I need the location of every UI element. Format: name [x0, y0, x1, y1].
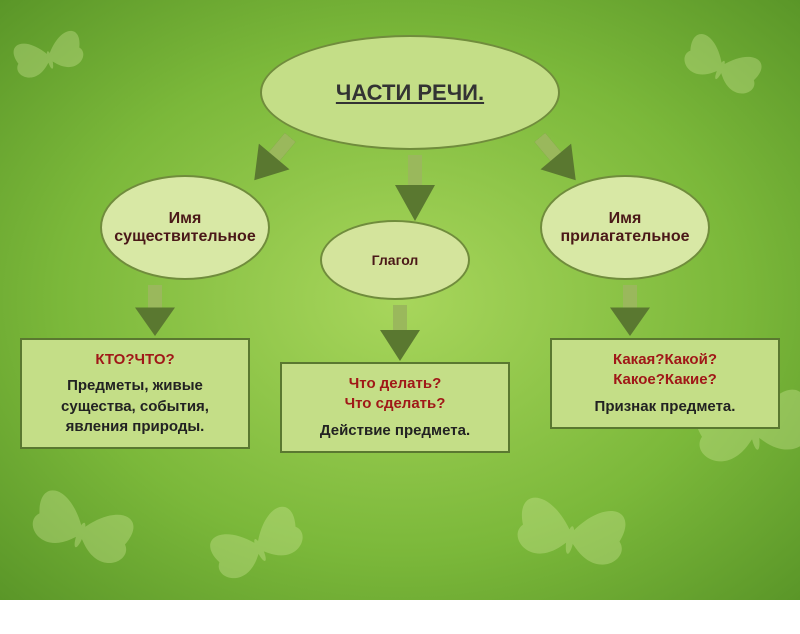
- verb-desc: Действие предмета.: [320, 422, 470, 439]
- arrow-icon: [135, 285, 175, 343]
- diagram-container: ЧАСТИ РЕЧИ. Имя существительное Глагол И…: [0, 0, 800, 600]
- adj-label: Имя прилагательное: [542, 210, 708, 246]
- arrow-icon: [234, 125, 305, 199]
- arrow-icon: [610, 285, 650, 343]
- title-text: ЧАСТИ РЕЧИ.: [336, 80, 484, 106]
- verb-question: Что делать?Что сделать?: [290, 374, 500, 415]
- adj-desc: Признак предмета.: [595, 398, 736, 415]
- noun-box: КТО?ЧТО? Предметы, живые существа, событ…: [20, 338, 250, 449]
- verb-node: Глагол: [320, 220, 470, 300]
- title-node: ЧАСТИ РЕЧИ.: [260, 35, 560, 150]
- noun-question: КТО?ЧТО?: [30, 350, 240, 370]
- adj-box: Какая?Какой?Какое?Какие? Признак предмет…: [550, 338, 780, 429]
- verb-box: Что делать?Что сделать? Действие предмет…: [280, 362, 510, 453]
- verb-label: Глагол: [372, 252, 419, 268]
- noun-label: Имя существительное: [102, 210, 268, 246]
- adj-question: Какая?Какой?Какое?Какие?: [560, 350, 770, 391]
- noun-node: Имя существительное: [100, 175, 270, 280]
- arrow-icon: [380, 305, 420, 368]
- noun-desc: Предметы, живые существа, события, явлен…: [61, 377, 209, 435]
- arrow-icon: [395, 155, 435, 228]
